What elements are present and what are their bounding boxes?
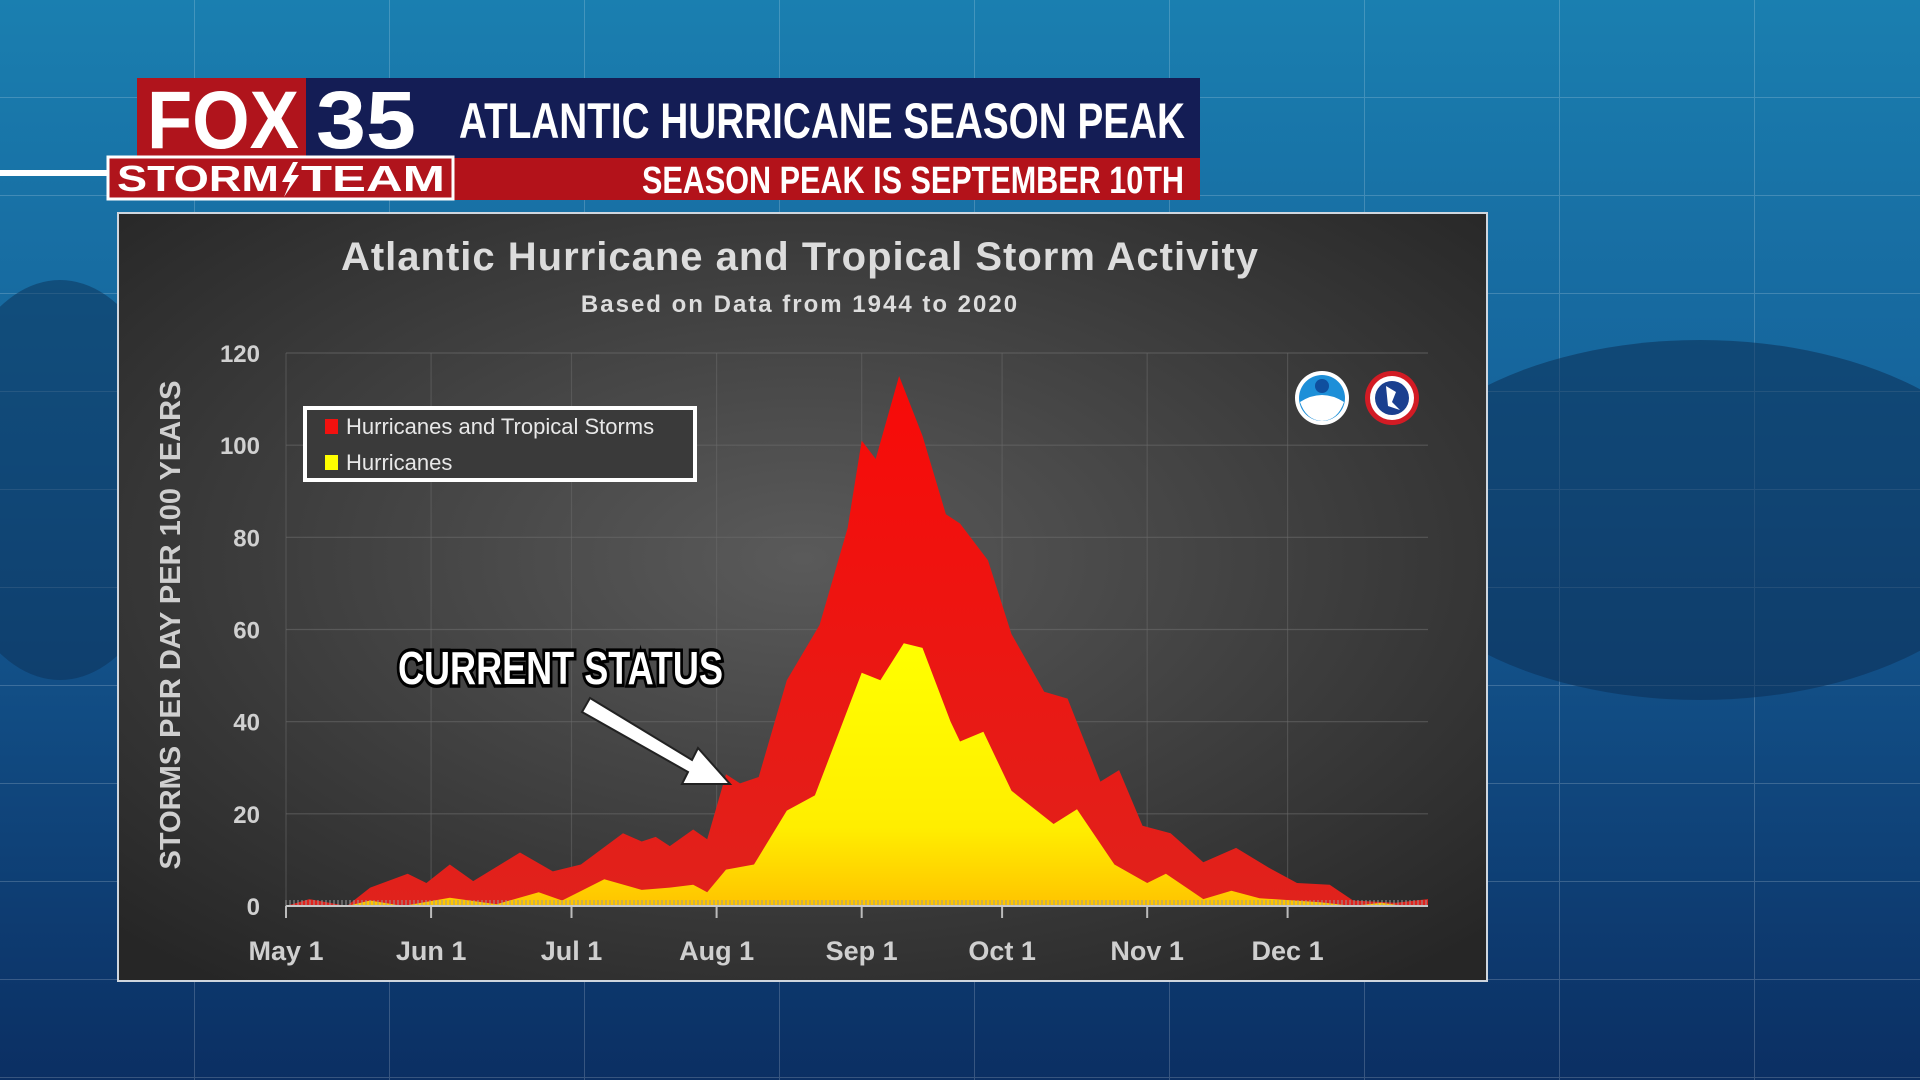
- channel-number: 35: [316, 75, 416, 166]
- current-status-label: CURRENT STATUS: [398, 642, 723, 694]
- storm-team-box: [106, 155, 455, 201]
- chart-panel: Atlantic Hurricane and Tropical Storm Ac…: [117, 212, 1488, 982]
- x-tick-label: Sep 1: [826, 936, 898, 966]
- legend-box: [303, 406, 697, 482]
- subtitle-bar: [453, 158, 1200, 200]
- x-tick-label: Aug 1: [679, 936, 754, 966]
- nws-logo-icon: [1365, 371, 1419, 425]
- y-tick-label: 20: [233, 802, 260, 829]
- legend-swatch-hurricanes: [325, 455, 338, 470]
- chart-axes: 0 20 40 60 80 100 120 May 1 Jun 1 Jul 1 Aug 1 Sep 1…: [220, 341, 1428, 966]
- current-status-annotation: CURRENT STATUS: [395, 639, 733, 785]
- header-subtitle: SEASON PEAK IS SEPTEMBER 10TH: [642, 160, 1184, 202]
- storm-team-team: TEAM: [301, 158, 445, 199]
- x-tick-label: Oct 1: [968, 936, 1036, 966]
- legend-label-hurricanes: Hurricanes: [346, 450, 452, 475]
- legend-label-all-storms: Hurricanes and Tropical Storms: [346, 414, 654, 439]
- fox-logo-text: FOX: [147, 75, 299, 166]
- header: FOX 35 STORM TEAM ATLANTIC HURRICANE SEA…: [0, 75, 1200, 202]
- area-hurricanes: [286, 643, 1428, 906]
- y-tick-label: 40: [233, 710, 260, 737]
- x-tick-label: May 1: [248, 936, 323, 966]
- y-tick-label: 100: [220, 433, 260, 460]
- y-axis-label: STORMS PER DAY PER 100 YEARS: [155, 381, 187, 870]
- chart-title: Atlantic Hurricane and Tropical Storm Ac…: [341, 235, 1259, 279]
- noaa-logo-icon: [1295, 371, 1349, 425]
- legend-swatch-all-storms: [325, 419, 338, 434]
- area-hurricanes-and-tropical-storms: [286, 376, 1428, 906]
- channel-number-box: [306, 78, 425, 158]
- chart-series: [286, 376, 1428, 906]
- x-tick-label: Dec 1: [1252, 936, 1324, 966]
- arrow-icon: [580, 696, 733, 785]
- title-bar: [425, 78, 1200, 158]
- x-tick-label: Jun 1: [396, 936, 467, 966]
- legend: Hurricanes and Tropical Storms Hurricane…: [303, 406, 697, 482]
- background-trees: [1380, 340, 1920, 700]
- x-tick-label: Jul 1: [541, 936, 603, 966]
- fox-logo-box: [137, 78, 306, 158]
- x-tick-label: Nov 1: [1110, 936, 1184, 966]
- lightning-bolt-icon: [282, 162, 299, 197]
- storm-team-storm: STORM: [117, 158, 279, 199]
- y-tick-label: 120: [220, 341, 260, 368]
- chart-subtitle: Based on Data from 1944 to 2020: [581, 291, 1019, 318]
- y-tick-label: 60: [233, 618, 260, 645]
- y-tick-label: 80: [233, 525, 260, 552]
- header-title: ATLANTIC HURRICANE SEASON PEAK: [459, 93, 1185, 149]
- y-tick-label: 0: [247, 894, 260, 921]
- header-accent-line: [0, 170, 110, 176]
